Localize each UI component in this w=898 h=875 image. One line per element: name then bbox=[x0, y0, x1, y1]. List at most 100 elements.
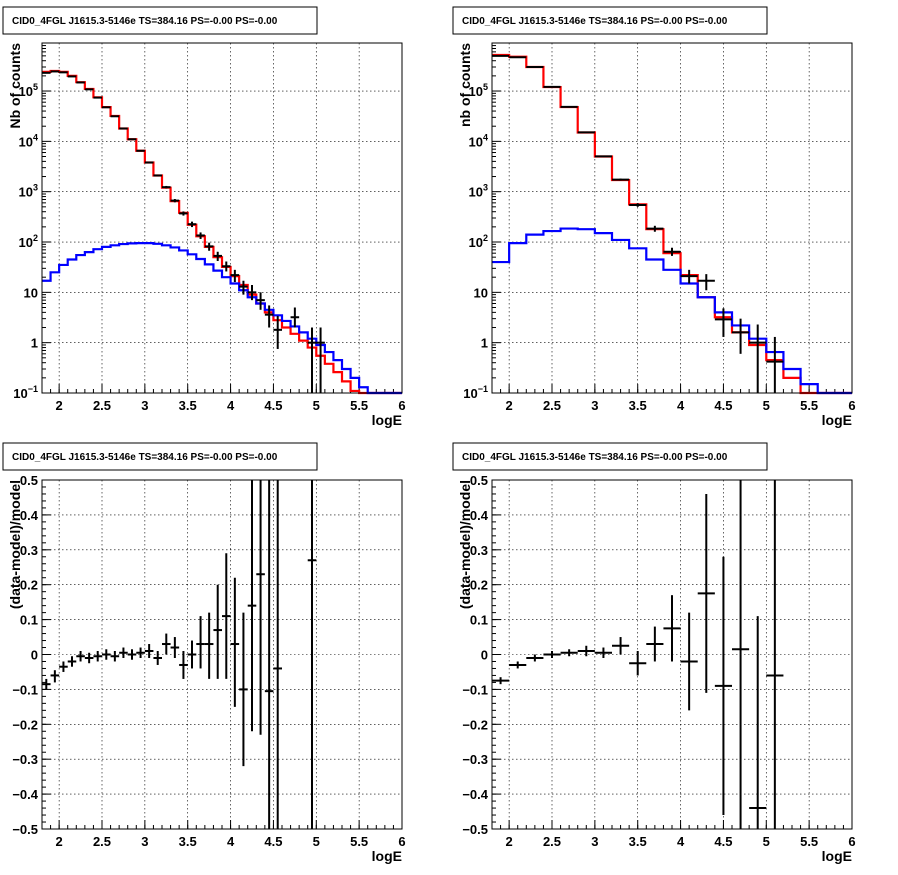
data-point bbox=[59, 661, 68, 672]
x-tick-label: 3.5 bbox=[629, 834, 647, 849]
data-point bbox=[663, 595, 681, 662]
data-point bbox=[136, 647, 145, 658]
y-tick-label: 0.2 bbox=[470, 578, 488, 593]
data-point bbox=[136, 149, 145, 152]
y-tick-label: −0.2 bbox=[12, 717, 38, 732]
data-point bbox=[170, 199, 180, 203]
y-axis-label: (data-model)/model bbox=[7, 480, 23, 609]
data-point bbox=[307, 480, 317, 829]
y-tick-label: 0.2 bbox=[20, 578, 38, 593]
y-tick-label: 10−1 bbox=[463, 384, 488, 401]
data-point bbox=[42, 678, 51, 690]
x-tick-label: 2.5 bbox=[543, 398, 561, 413]
x-tick-label: 2 bbox=[56, 398, 63, 413]
y-tick-label: 103 bbox=[469, 183, 488, 200]
data-point bbox=[110, 115, 120, 118]
data-point bbox=[749, 616, 767, 829]
data-point bbox=[316, 327, 325, 393]
x-tick-label: 2.5 bbox=[543, 834, 561, 849]
x-tick-label: 3.5 bbox=[629, 398, 647, 413]
data-point bbox=[127, 649, 137, 660]
data-point bbox=[76, 81, 85, 84]
data-point bbox=[749, 324, 767, 393]
data-point bbox=[153, 651, 162, 665]
plot-area: 2 2.5 3 3.5 4 4.5 5 5.5 6 10−1 1 10 102 103 104 105 logE… bbox=[7, 42, 406, 428]
y-axis-label: Nb of counts bbox=[7, 43, 23, 129]
data-point bbox=[766, 336, 784, 393]
data-point bbox=[247, 284, 257, 301]
y-tick-label: −0.3 bbox=[12, 752, 38, 767]
x-tick-label: 4 bbox=[227, 398, 235, 413]
data-point bbox=[93, 96, 102, 99]
x-tick-label: 5.5 bbox=[800, 398, 818, 413]
data-point bbox=[543, 85, 561, 88]
y-tick-label: 102 bbox=[469, 233, 488, 250]
data-point bbox=[76, 651, 85, 662]
data-point bbox=[239, 612, 248, 767]
y-tick-label: 105 bbox=[19, 82, 38, 99]
y-tick-label: −0.4 bbox=[12, 787, 38, 802]
data-point bbox=[187, 221, 197, 228]
data-point bbox=[59, 71, 68, 74]
plot-frame bbox=[491, 42, 853, 394]
x-tick-label: 4 bbox=[677, 834, 685, 849]
data-point bbox=[766, 480, 784, 829]
data-point bbox=[526, 654, 544, 662]
data-point bbox=[492, 677, 510, 685]
y-tick-label: −0.5 bbox=[12, 822, 38, 837]
y-tick-label: 0.5 bbox=[20, 473, 38, 488]
data-point bbox=[290, 307, 300, 328]
y-tick-label: 1 bbox=[31, 336, 38, 351]
data-point bbox=[732, 318, 750, 354]
panel-title: CID0_4FGL J1615.3-5146e TS=384.16 PS=-0.… bbox=[12, 16, 278, 27]
y-tick-label: 0 bbox=[481, 648, 488, 663]
y-tick-label: 102 bbox=[19, 233, 38, 250]
data-point bbox=[153, 174, 162, 177]
y-tick-label: 0.4 bbox=[470, 508, 489, 523]
plot-area: 2 2.5 3 3.5 4 4.5 5 5.5 6 −0.5 −0.4 −0.3 −0.2 −0.1 0 0.… bbox=[457, 473, 856, 864]
x-tick-label: 3 bbox=[591, 398, 598, 413]
x-tick-label: 2 bbox=[506, 398, 513, 413]
data-point bbox=[50, 670, 60, 683]
x-axis-label: logE bbox=[822, 848, 852, 864]
data-point bbox=[264, 480, 274, 829]
data-point bbox=[663, 247, 681, 256]
data-point bbox=[526, 66, 544, 69]
data-point bbox=[239, 280, 248, 295]
x-tick-label: 4.5 bbox=[264, 398, 282, 413]
data-point bbox=[594, 155, 612, 158]
x-tick-label: 2 bbox=[56, 834, 63, 849]
x-tick-label: 6 bbox=[398, 398, 405, 413]
total-model-histogram bbox=[42, 69, 402, 395]
y-tick-label: 10 bbox=[474, 285, 488, 300]
data-point bbox=[42, 71, 51, 74]
x-tick-label: 4.5 bbox=[714, 834, 732, 849]
data-point bbox=[594, 647, 612, 658]
data-point bbox=[222, 553, 231, 679]
data-point bbox=[213, 251, 222, 261]
data-point bbox=[179, 211, 188, 216]
data-point bbox=[222, 261, 231, 272]
data-point bbox=[119, 127, 128, 130]
data-point bbox=[629, 203, 647, 207]
panel-counts-left: CID0_4FGL J1615.3-5146e TS=384.16 PS=-0.… bbox=[2, 6, 406, 428]
data-point bbox=[646, 626, 664, 662]
data-point bbox=[93, 651, 102, 662]
y-tick-label: 104 bbox=[469, 132, 488, 149]
x-axis-label: logE bbox=[822, 412, 852, 428]
y-tick-label: −0.4 bbox=[462, 787, 488, 802]
data-point bbox=[629, 651, 647, 676]
plot-frame bbox=[491, 479, 853, 830]
title-box bbox=[452, 6, 768, 35]
panel-title: CID0_4FGL J1615.3-5146e TS=384.16 PS=-0.… bbox=[12, 452, 278, 463]
data-point bbox=[714, 308, 732, 337]
x-axis-label: logE bbox=[372, 848, 402, 864]
x-tick-label: 5.5 bbox=[350, 398, 368, 413]
x-tick-label: 4.5 bbox=[714, 398, 732, 413]
data-point bbox=[256, 480, 265, 735]
x-tick-label: 4 bbox=[227, 834, 235, 849]
data-point bbox=[204, 242, 214, 251]
data-point bbox=[509, 661, 527, 669]
panel-title: CID0_4FGL J1615.3-5146e TS=384.16 PS=-0.… bbox=[462, 16, 728, 27]
data-point bbox=[577, 131, 595, 134]
